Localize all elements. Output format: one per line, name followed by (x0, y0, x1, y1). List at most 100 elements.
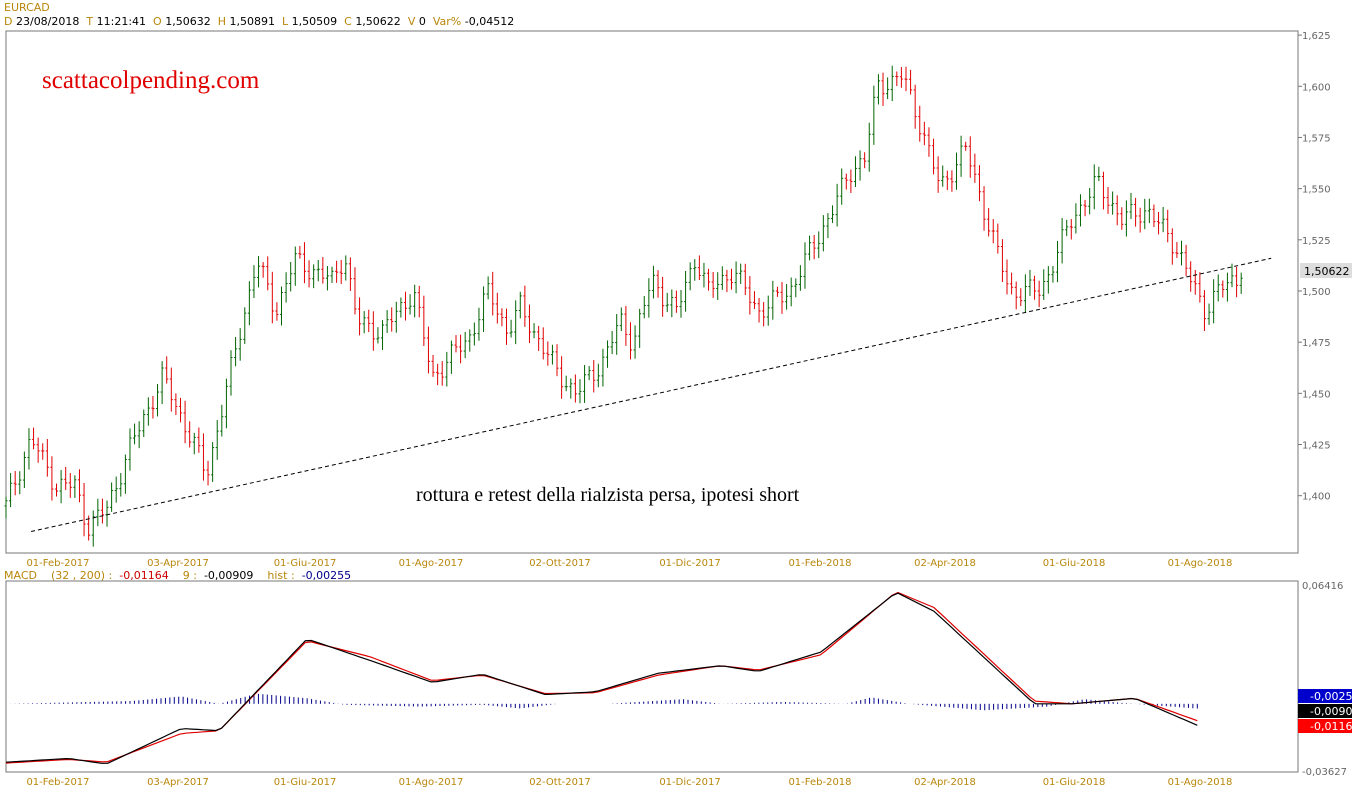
candle (128, 428, 132, 471)
candle (867, 122, 871, 172)
high-label: H (217, 15, 226, 28)
candle (1106, 187, 1110, 214)
candle (642, 295, 646, 319)
candle (91, 510, 95, 547)
candle (169, 367, 173, 412)
candle (665, 292, 669, 313)
candle (160, 361, 164, 405)
candle (1088, 187, 1092, 215)
candle (477, 307, 481, 341)
candle (367, 309, 371, 333)
x-tick-label: 01-Giu-2017 (274, 558, 337, 569)
macd-line (5, 592, 1198, 764)
candle (1120, 207, 1124, 230)
candle (1037, 280, 1041, 308)
candle (693, 259, 697, 281)
candle (1092, 164, 1096, 210)
y-tick-label: 1,450 (1302, 389, 1331, 400)
x-tick-label: 01-Giu-2017 (274, 777, 337, 788)
candle (1000, 239, 1004, 283)
x-tick-label: 01-Giu-2018 (1043, 558, 1106, 569)
candle (307, 260, 311, 288)
candle (1023, 274, 1027, 313)
candle (1014, 281, 1018, 310)
macd-name: MACD (4, 569, 37, 582)
candle (1221, 280, 1225, 298)
candle (1152, 204, 1156, 228)
candle (945, 170, 949, 191)
candle (1046, 266, 1050, 294)
candle (188, 421, 192, 448)
candle (674, 290, 678, 313)
candle (376, 327, 380, 344)
candle (1166, 209, 1170, 243)
candle (64, 467, 68, 491)
close-label: C (344, 15, 352, 28)
candle (220, 404, 224, 437)
candle (1193, 269, 1197, 295)
macd-panel-frame (5, 580, 1299, 773)
candle (41, 443, 45, 460)
x-tick-label: 03-Apr-2017 (147, 558, 209, 569)
candle (330, 266, 334, 283)
candle (36, 437, 40, 463)
candle (426, 326, 430, 374)
candle (119, 473, 123, 497)
y-tick-label: 1,500 (1302, 287, 1331, 298)
candle (449, 340, 453, 374)
candle (573, 374, 577, 403)
candle (583, 364, 587, 403)
macd-x-axis: 01-Feb-2017 03-Apr-2017 01-Giu-2017 01-Ago-… (26, 777, 1232, 788)
candle (280, 286, 284, 326)
candle (936, 156, 940, 193)
y-tick-label: 1,425 (1302, 441, 1331, 452)
candle (899, 67, 903, 88)
candle (1161, 206, 1165, 233)
candle (688, 262, 692, 291)
candle (408, 294, 412, 315)
candle (730, 268, 734, 290)
candle (371, 311, 375, 351)
candle (844, 173, 848, 190)
candle (716, 272, 720, 300)
candle (725, 269, 729, 293)
x-tick-label: 01-Dic-2017 (659, 777, 720, 788)
candle (183, 400, 187, 444)
candle (381, 320, 385, 350)
macd-value-label: -0,00909 (1298, 704, 1352, 718)
candle (197, 427, 201, 453)
candle (123, 454, 127, 494)
candle (596, 363, 600, 388)
candle (257, 256, 261, 288)
candle (165, 356, 169, 384)
candle (293, 246, 297, 286)
x-tick-label: 02-Ott-2017 (529, 558, 590, 569)
candle (339, 259, 343, 284)
x-tick-label: 01-Feb-2017 (26, 777, 89, 788)
candle (532, 323, 536, 339)
candle (560, 356, 564, 399)
candle (711, 271, 715, 298)
candle (615, 314, 619, 355)
x-tick-label: 02-Apr-2018 (914, 777, 976, 788)
candle (440, 361, 444, 386)
candle (1051, 266, 1055, 283)
candle (853, 156, 857, 187)
candle (211, 442, 215, 482)
signal-line (5, 591, 1198, 764)
candle (1134, 197, 1138, 227)
candle (215, 420, 219, 460)
candle (831, 205, 835, 223)
macd-y-min: -0,03627 (1302, 767, 1347, 778)
y-tick-label: 1,525 (1302, 236, 1331, 247)
candle (247, 281, 251, 326)
candle (922, 121, 926, 146)
volume-label: V (407, 15, 416, 28)
candle (766, 295, 770, 326)
candle (835, 183, 839, 227)
candle (840, 168, 844, 205)
candle (284, 272, 288, 303)
candle (904, 66, 908, 92)
x-tick-label: 01-Feb-2018 (788, 777, 851, 788)
